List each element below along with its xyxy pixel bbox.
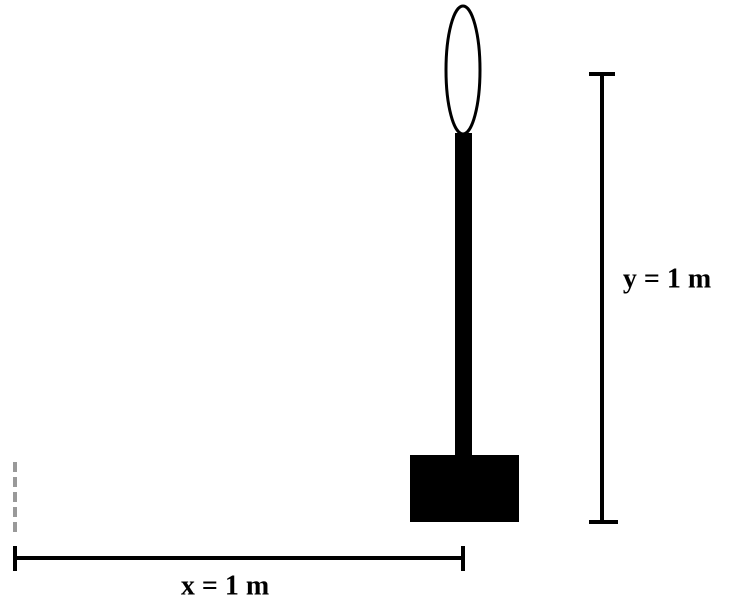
pole-head: [444, 4, 482, 136]
x-label: x = 1 m: [181, 570, 269, 601]
pole-stem: [455, 133, 472, 458]
y-label: y = 1 m: [623, 263, 711, 294]
pole-base: [410, 455, 519, 522]
